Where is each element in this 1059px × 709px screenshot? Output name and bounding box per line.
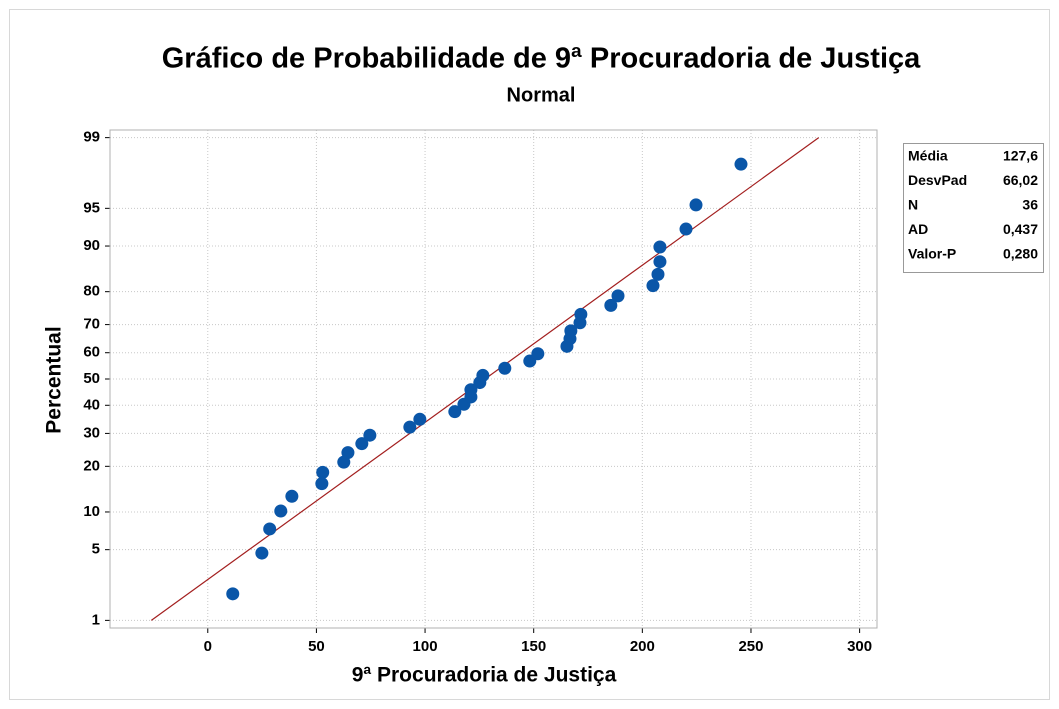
data-point [498,361,512,375]
data-point [646,279,660,293]
data-point [403,420,417,434]
y-tick-label: 40 [83,396,100,413]
data-point [679,222,693,236]
x-axis-label: 9ª Procuradoria de Justiça [352,664,617,687]
x-tick-label: 200 [630,638,655,655]
stat-value: 66,02 [1003,172,1038,188]
data-point [689,198,703,212]
stat-value: 0,437 [1003,221,1038,237]
stats-box [903,143,1044,273]
data-point [316,465,330,479]
data-point [448,405,462,419]
y-tick-label: 1 [92,611,100,628]
y-tick-label: 70 [83,316,100,333]
y-tick-label: 50 [83,370,100,387]
data-point [285,489,299,503]
data-point [263,522,277,536]
y-tick-label: 60 [83,344,100,361]
data-point [255,546,269,560]
data-point [341,446,355,460]
stat-label: Valor-P [908,246,956,262]
y-tick-label: 30 [83,424,100,441]
y-tick-label: 20 [83,457,100,474]
plot-frame [109,129,878,629]
data-point [476,368,490,382]
data-point [734,157,748,171]
y-tick-label: 80 [83,283,100,300]
stat-label: N [908,197,918,213]
y-tick-label: 95 [83,199,100,216]
data-point [574,307,588,321]
stat-label: Média [908,148,948,164]
y-tick-label: 5 [92,541,100,558]
chart-border [9,9,1050,700]
data-point [226,587,240,601]
y-axis-label: Percentual [43,326,66,433]
y-tick-label: 10 [83,503,100,520]
data-point [531,347,545,361]
data-point [653,240,667,254]
data-point [363,428,377,442]
y-tick-label: 99 [83,129,100,146]
x-tick-label: 100 [413,638,438,655]
x-tick-label: 150 [521,638,546,655]
stat-label: AD [908,221,928,237]
chart-subtitle: Normal [507,84,576,106]
data-point [651,267,665,281]
x-tick-label: 50 [308,638,325,655]
data-point [604,298,618,312]
data-point [355,437,369,451]
data-point [274,504,288,518]
data-point [315,477,329,491]
x-tick-label: 250 [738,638,763,655]
stat-label: DesvPad [908,172,967,188]
data-point [564,324,578,338]
y-tick-label: 90 [83,237,100,254]
data-point [413,412,427,426]
chart-title: Gráfico de Probabilidade de 9ª Procurado… [162,43,921,75]
data-point [464,383,478,397]
data-point [653,255,667,269]
x-tick-label: 300 [847,638,872,655]
stat-value: 36 [1022,197,1038,213]
stat-value: 0,280 [1003,246,1038,262]
x-tick-label: 0 [204,638,212,655]
data-point [611,289,625,303]
stat-value: 127,6 [1003,148,1038,164]
